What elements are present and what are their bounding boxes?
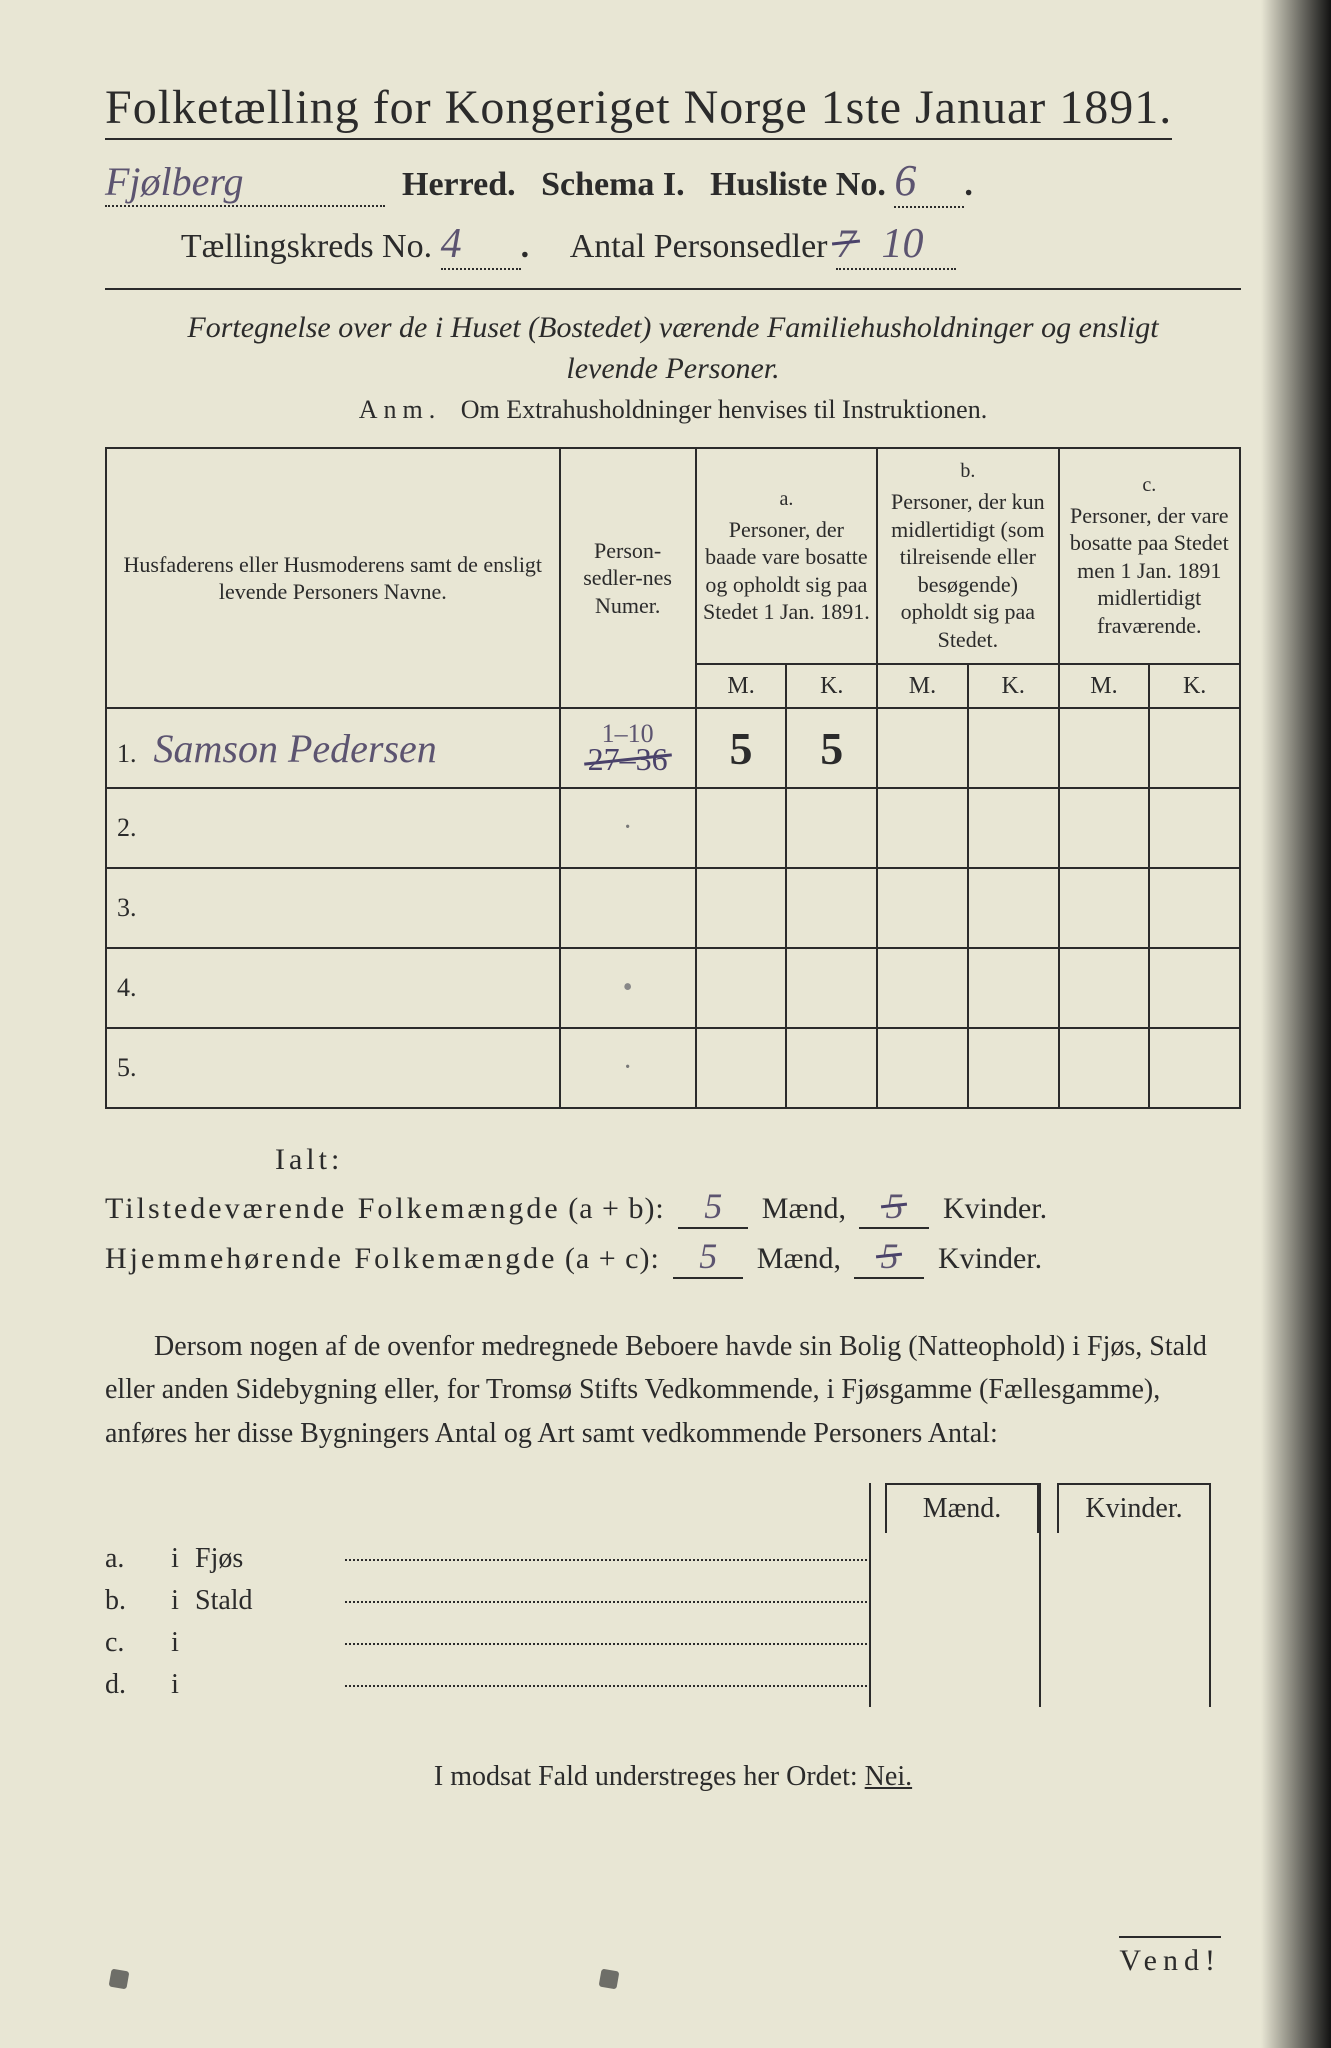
antal-value-struck: 7 bbox=[836, 220, 856, 267]
line2-k: 5 bbox=[880, 1235, 898, 1277]
husliste-value: 6 bbox=[894, 156, 916, 205]
fjos-i: i bbox=[155, 1543, 195, 1575]
a-tag: a. bbox=[703, 487, 870, 512]
census-form-page: Folketælling for Kongeriget Norge 1ste J… bbox=[0, 0, 1331, 2048]
th-names: Husfaderens eller Husmoderens samt de en… bbox=[106, 448, 560, 708]
line2-formula: (a + c): bbox=[565, 1242, 660, 1275]
line2-m: 5 bbox=[673, 1235, 743, 1279]
row-number: 4. bbox=[117, 973, 137, 1002]
b-tag: b. bbox=[884, 459, 1051, 484]
title-text: Folketælling for Kongeriget Norge 1ste J… bbox=[105, 81, 1172, 140]
fjos-block: Mænd. Kvinder. a. i Fjøs b. i Stald c. i… bbox=[105, 1483, 1241, 1701]
kreds-label: Tællingskreds No. bbox=[181, 228, 432, 265]
a-k-val: 5 bbox=[820, 723, 843, 774]
husliste-label: Husliste No. bbox=[710, 166, 886, 203]
household-table: Husfaderens eller Husmoderens samt de en… bbox=[105, 447, 1241, 1109]
th-a: a. Personer, der baade vare bosatte og o… bbox=[696, 448, 877, 664]
line1-label: Tilstedeværende Folkemængde bbox=[105, 1192, 561, 1226]
totals-block: Ialt: Tilstedeværende Folkemængde (a + b… bbox=[105, 1143, 1241, 1279]
b-m-val bbox=[877, 708, 968, 788]
nei-word: Nei. bbox=[865, 1761, 912, 1792]
dersom-text: Dersom nogen af de ovenfor medregnede Be… bbox=[105, 1331, 1207, 1449]
fjos-i: i bbox=[155, 1669, 195, 1701]
th-b: b. Personer, der kun midlertidigt (som t… bbox=[877, 448, 1058, 664]
maend-label-2: Mænd, bbox=[757, 1242, 841, 1275]
fjos-label: Fjøs bbox=[195, 1543, 345, 1575]
th-b-k: K. bbox=[968, 664, 1059, 708]
table-row: 3. bbox=[106, 868, 1240, 948]
b-text: Personer, der kun midlertidigt (som tilr… bbox=[891, 489, 1045, 652]
row-number: 5. bbox=[117, 1053, 137, 1082]
b-k-val bbox=[968, 708, 1059, 788]
fjos-tag: b. bbox=[105, 1585, 155, 1617]
table-row: 4. • bbox=[106, 948, 1240, 1028]
table-row: 1. Samson Pedersen 1–10 27–36 5 5 bbox=[106, 708, 1240, 788]
fjos-i: i bbox=[155, 1627, 195, 1659]
line1-k: 5 bbox=[885, 1185, 903, 1227]
count-line: Tællingskreds No. 4 . Antal Personsedler… bbox=[105, 220, 1241, 270]
antal-value: 10 bbox=[882, 221, 924, 267]
dersom-paragraph: Dersom nogen af de ovenfor medregnede Be… bbox=[105, 1325, 1241, 1455]
ink-mark bbox=[599, 1969, 620, 1990]
th-a-m: M. bbox=[696, 664, 787, 708]
c-m-val bbox=[1059, 708, 1150, 788]
herred-line: Fjølberg Herred. Schema I. Husliste No. … bbox=[105, 155, 1241, 208]
page-title: Folketælling for Kongeriget Norge 1ste J… bbox=[105, 80, 1241, 135]
divider bbox=[105, 288, 1241, 290]
c-text: Personer, der vare bosatte paa Stedet me… bbox=[1070, 503, 1229, 638]
anm-text: Om Extrahusholdninger henvises til Instr… bbox=[461, 395, 987, 424]
ink-mark bbox=[109, 1969, 130, 1990]
vend-label: Vend! bbox=[1119, 1936, 1221, 1978]
person-name: Samson Pedersen bbox=[154, 726, 437, 771]
table-row: 2. · bbox=[106, 788, 1240, 868]
ialt-label: Ialt: bbox=[275, 1143, 1241, 1177]
line2-label: Hjemmehørende Folkemængde bbox=[105, 1242, 557, 1276]
fjos-i: i bbox=[155, 1585, 195, 1617]
totals-row-2: Hjemmehørende Folkemængde (a + c): 5 Mæn… bbox=[105, 1235, 1241, 1279]
th-b-m: M. bbox=[877, 664, 968, 708]
th-a-k: K. bbox=[786, 664, 877, 708]
a-text: Personer, der baade vare bosatte og opho… bbox=[703, 517, 870, 625]
line1-m: 5 bbox=[678, 1185, 748, 1229]
fjos-tag: a. bbox=[105, 1543, 155, 1575]
maend-label: Mænd, bbox=[762, 1192, 846, 1225]
numer-cell: 1–10 27–36 bbox=[560, 708, 696, 788]
th-c-m: M. bbox=[1059, 664, 1150, 708]
herred-value: Fjølberg bbox=[105, 159, 244, 204]
anm-line: Anm. Om Extrahusholdninger henvises til … bbox=[105, 395, 1241, 425]
anm-prefix: Anm. bbox=[359, 395, 442, 424]
totals-row-1: Tilstedeværende Folkemængde (a + b): 5 M… bbox=[105, 1185, 1241, 1229]
th-numer: Person-sedler-nes Numer. bbox=[560, 448, 696, 708]
kvinder-label: Kvinder. bbox=[943, 1192, 1047, 1225]
c-tag: c. bbox=[1066, 473, 1233, 498]
numer-struck: 27–36 bbox=[588, 745, 668, 774]
modsat-text: I modsat Fald understreges her Ordet: bbox=[434, 1761, 858, 1792]
kvinder-label-2: Kvinder. bbox=[938, 1242, 1042, 1275]
row-number: 2. bbox=[117, 813, 137, 842]
herred-label: Herred. bbox=[402, 166, 516, 203]
a-m-val: 5 bbox=[730, 723, 753, 774]
c-k-val bbox=[1149, 708, 1240, 788]
antal-label: Antal Personsedler bbox=[570, 228, 828, 265]
fortegnelse: Fortegnelse over de i Huset (Bostedet) v… bbox=[145, 308, 1201, 389]
schema-label: Schema I. bbox=[541, 166, 685, 203]
line1-formula: (a + b): bbox=[568, 1192, 665, 1225]
row-number: 3. bbox=[117, 893, 137, 922]
fjos-label: Stald bbox=[195, 1585, 345, 1617]
table-row: 5. · bbox=[106, 1028, 1240, 1108]
fjos-tag: d. bbox=[105, 1669, 155, 1701]
row-number: 1. bbox=[117, 739, 137, 768]
fjos-columns bbox=[869, 1483, 1211, 1707]
th-c-k: K. bbox=[1149, 664, 1240, 708]
kreds-value: 4 bbox=[441, 221, 462, 267]
fjos-tag: c. bbox=[105, 1627, 155, 1659]
modsat-line: I modsat Fald understreges her Ordet: Ne… bbox=[105, 1761, 1241, 1793]
th-c: c. Personer, der vare bosatte paa Stedet… bbox=[1059, 448, 1240, 664]
